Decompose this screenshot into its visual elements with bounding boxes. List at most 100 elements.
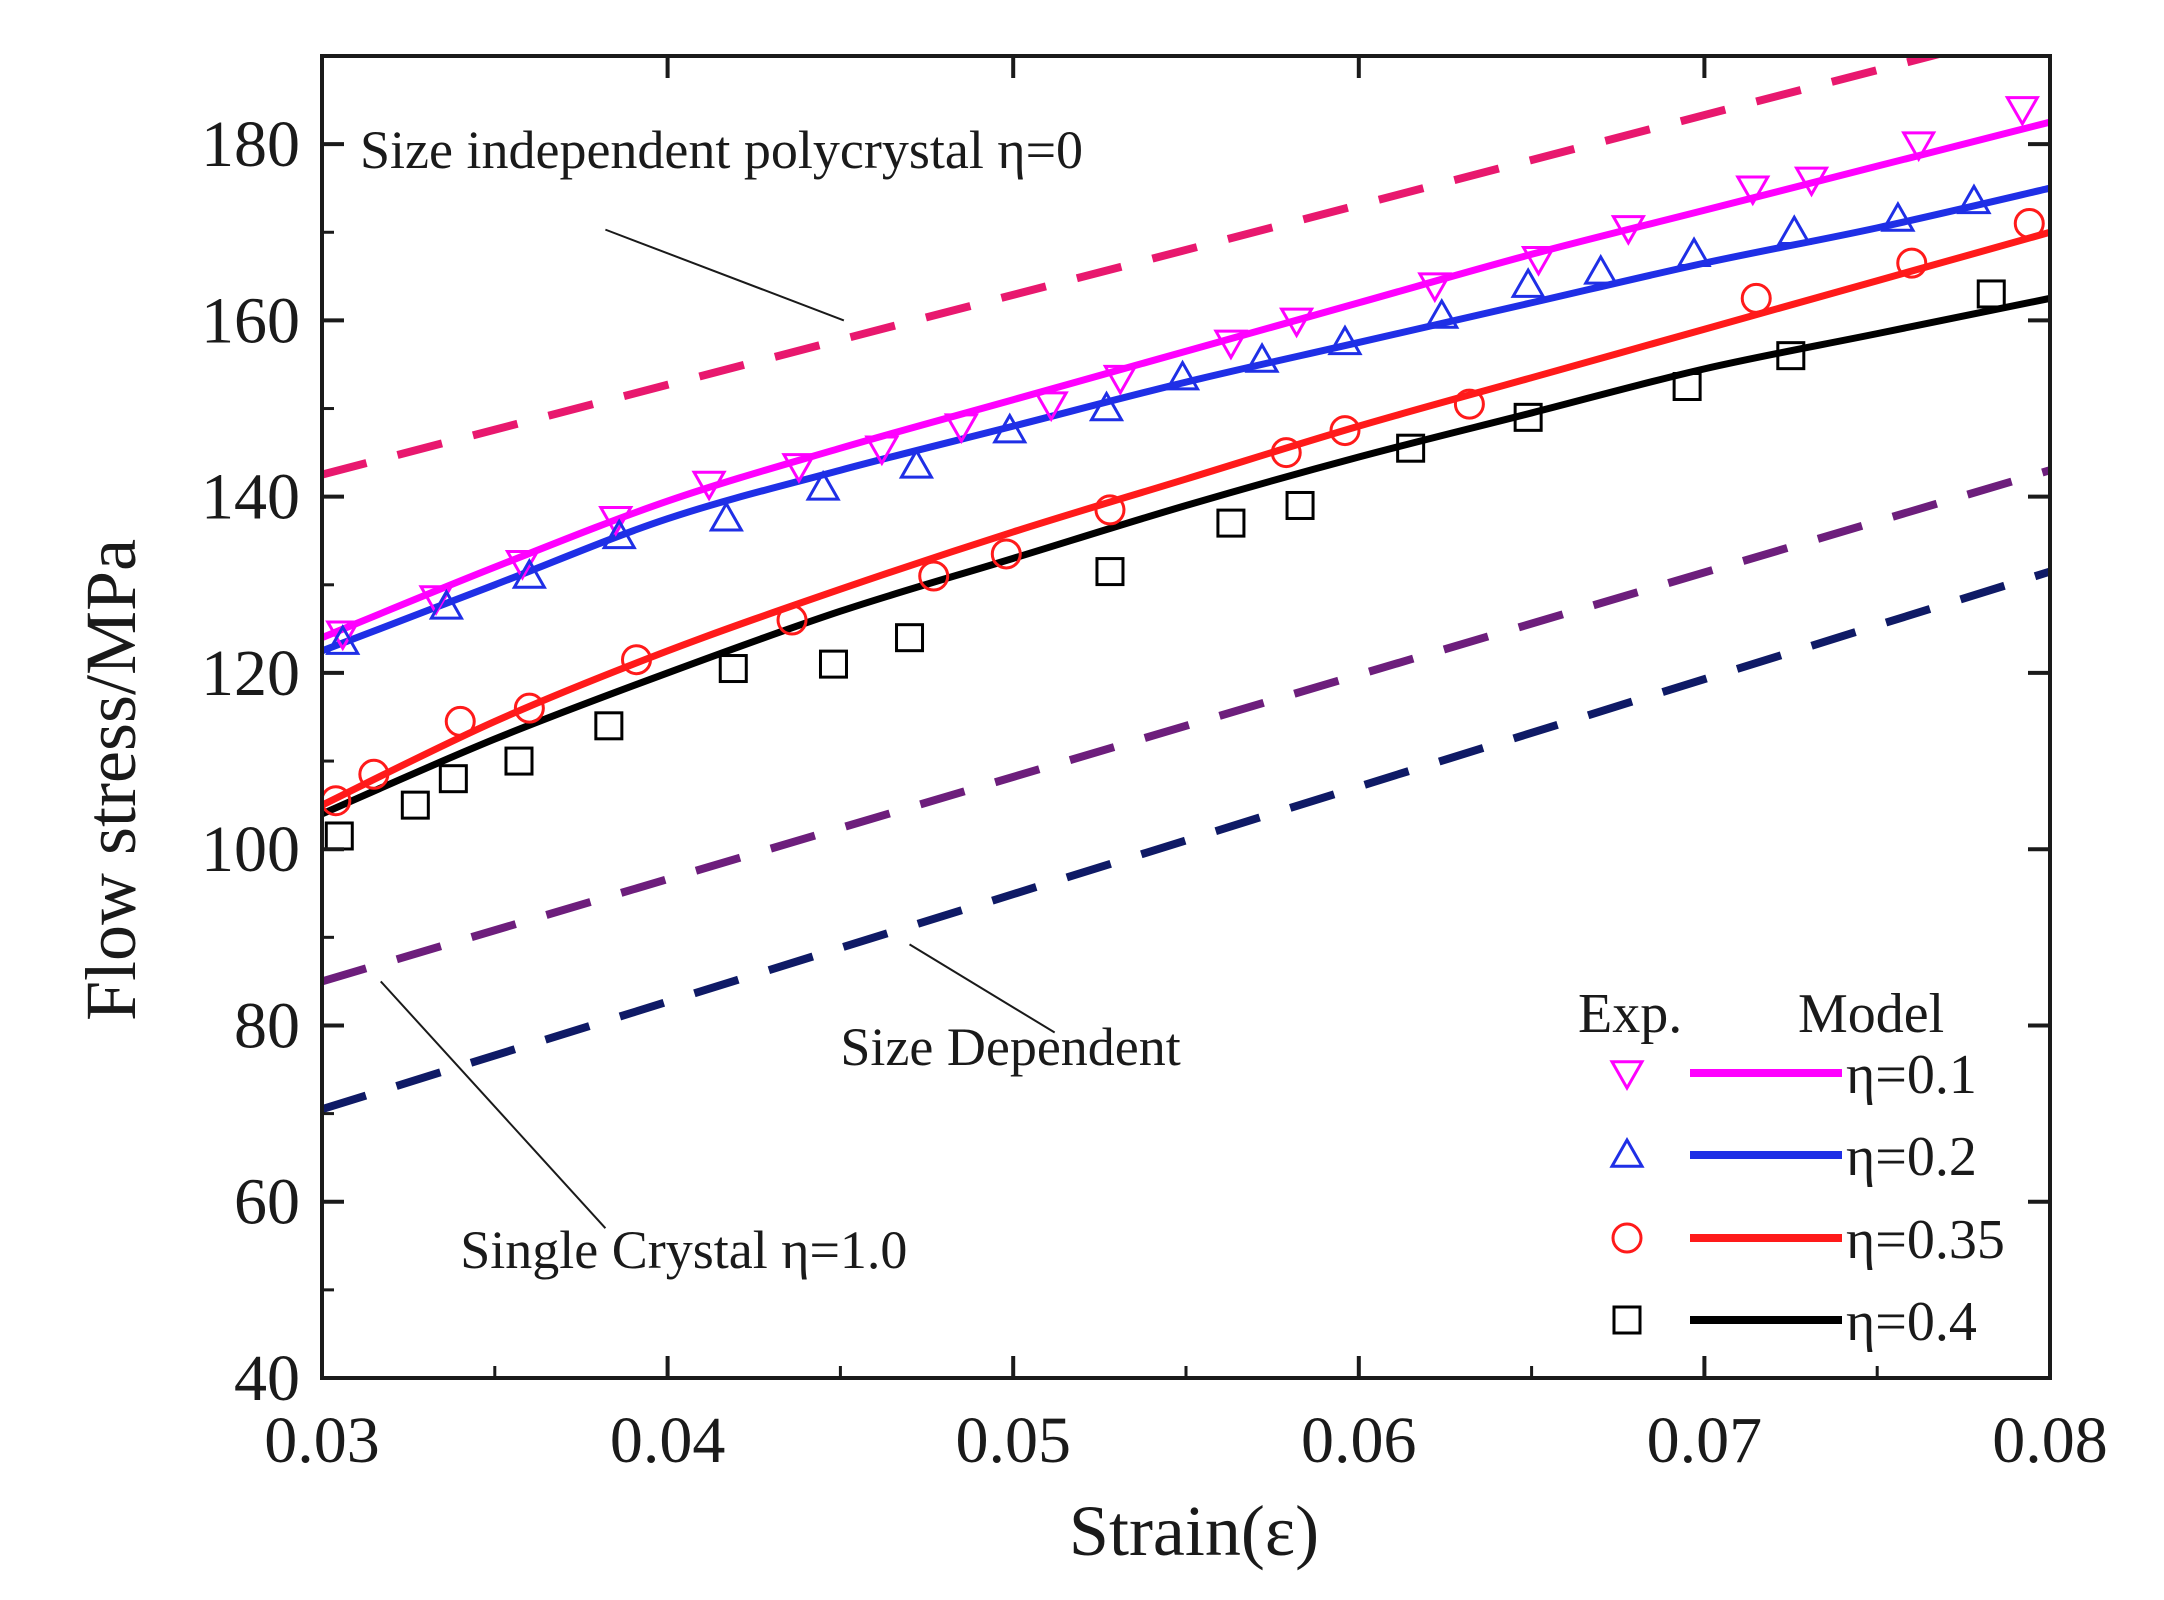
legend-header-model: Model [1798,983,1944,1045]
exp-point-s1-4 [598,505,634,537]
x-tick-label-6: 0.08 [1992,1404,2108,1477]
exp-point-s1-11 [1213,329,1249,361]
experimental-markers [320,96,2045,851]
annotations: Size independent polycrystal η=0 Size Dep… [360,120,1181,1280]
annotation-leader-1 [605,228,845,322]
exp-point-s2-4 [601,518,637,550]
exp-point-s2-11 [1244,342,1280,373]
legend-label-2: η=0.2 [1846,1126,1977,1188]
exp-point-s1-15 [1610,215,1646,246]
exp-point-s1-10 [1102,364,1138,396]
exp-point-s1-6 [781,453,817,484]
exp-point-s4-13 [1513,402,1543,432]
exp-point-s3-8 [990,538,1022,570]
legend-marker-1 [1609,1060,1645,1092]
legend-label-3: η=0.35 [1846,1209,2005,1271]
x-tick-label-5: 0.07 [1647,1404,1763,1477]
y-tick-label-1: 40 [234,1342,300,1415]
exp-point-s2-1 [325,624,361,655]
exp-point-s1-18 [1901,131,1937,163]
exp-point-s3-10 [1270,437,1302,469]
x-tick-label-1: 0.03 [264,1404,380,1477]
y-tick-label-3: 80 [234,989,300,1062]
exp-point-s2-9 [1088,390,1125,422]
legend-header-exp: Exp. [1578,983,1682,1045]
y-tick-label-4: 100 [201,813,300,886]
legend-marker-2 [1609,1136,1645,1168]
exp-point-s3-3 [444,705,476,737]
annotation-leader-3 [380,980,607,1229]
exp-point-s3-11 [1329,415,1361,447]
reference-line-2 [322,466,2050,986]
exp-point-s3-6 [776,604,808,636]
exp-point-s4-14 [1672,372,1702,401]
y-tick-label-2: 60 [234,1166,300,1239]
y-tick-label-6: 140 [201,461,300,534]
exp-point-s4-15 [1776,341,1806,371]
y-tick-label-5: 120 [201,637,300,710]
reference-line-1 [322,56,1948,479]
exp-point-s4-3 [438,764,468,794]
y-tick-label-7: 160 [201,284,300,357]
exp-point-s3-14 [1896,247,1928,279]
axes: 0.03 0.04 0.05 0.06 0.07 0.08 40 60 80 100 120 140 1… [201,54,2108,1477]
exp-point-s4-16 [1976,279,2006,309]
exp-point-s4-7 [818,649,848,679]
exp-point-s1-13 [1417,272,1453,304]
x-tick-label-2: 0.04 [610,1404,726,1477]
exp-point-s2-18 [1880,201,1916,232]
exp-point-s1-1 [325,620,361,652]
x-tick-label-3: 0.05 [955,1404,1071,1477]
exp-point-s2-8 [992,412,1028,444]
annotation-leader-2 [909,943,1056,1034]
exp-point-s2-2 [428,588,465,620]
exp-point-s4-2 [400,790,430,820]
exp-point-s1-17 [1793,166,1830,198]
exp-point-s2-19 [1956,183,1992,215]
exp-point-s4-8 [895,623,925,653]
exp-point-s4-10 [1216,508,1246,538]
exp-point-s1-9 [1033,391,1069,423]
exp-point-s2-3 [511,557,547,589]
exp-point-s4-5 [594,711,624,741]
exp-point-s3-12 [1453,388,1485,420]
exp-point-s3-13 [1740,282,1772,314]
exp-point-s3-15 [2013,207,2045,239]
legend-label-4: η=0.4 [1846,1291,1977,1353]
reference-lines [322,56,2050,1114]
y-tick-label-8: 180 [201,108,300,181]
exp-point-s2-5 [708,500,744,532]
annotation-text-3: Single Crystal η=1.0 [460,1220,907,1280]
exp-point-s1-8 [943,413,979,445]
model-line-2 [322,184,2050,655]
exp-point-s2-14 [1510,267,1546,298]
exp-point-s4-6 [718,654,748,684]
annotation-text-2: Size Dependent [840,1017,1180,1077]
exp-point-s1-16 [1735,175,1771,207]
exp-point-s1-2 [418,585,454,617]
exp-point-s2-12 [1327,324,1363,356]
exp-point-s2-10 [1164,359,1201,391]
exp-point-s3-7 [918,560,950,592]
x-tick-label-4: 0.06 [1301,1404,1417,1477]
exp-point-s3-4 [513,692,545,724]
legend-label-1: η=0.1 [1846,1044,1977,1106]
exp-point-s2-16 [1676,236,1712,268]
exp-point-s2-13 [1424,297,1460,329]
exp-point-s3-5 [620,644,652,676]
annotation-text-1: Size independent polycrystal η=0 [360,120,1083,180]
exp-point-s1-12 [1279,307,1315,339]
exp-point-s2-17 [1776,214,1812,246]
legend-marker-4 [1612,1305,1642,1335]
exp-point-s4-12 [1396,433,1426,463]
y-axis-label: Flow stress/MPa [71,539,151,1021]
model-line-4 [322,294,2050,818]
exp-point-s1-5 [691,470,727,502]
exp-point-s1-14 [1520,245,1557,277]
reference-line-3 [322,567,2050,1114]
exp-point-s2-15 [1583,253,1619,285]
x-axis-label: Strain(ε) [1069,1491,1319,1571]
exp-point-s2-6 [805,469,841,501]
legend-marker-3 [1611,1222,1643,1254]
